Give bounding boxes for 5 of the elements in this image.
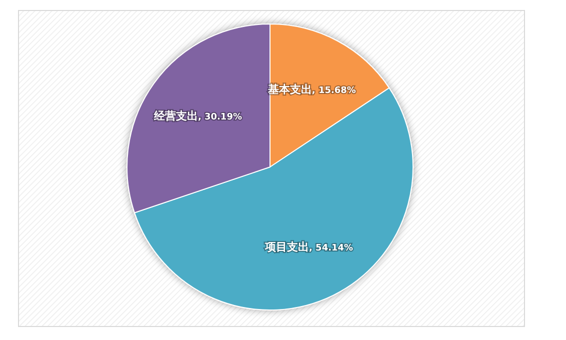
slice-label: 经营支出: [152, 109, 198, 122]
data-label: , 54.14%: [309, 244, 354, 254]
data-label: , 15.68%: [312, 86, 356, 96]
slice-label: 项目支出: [264, 240, 310, 254]
data-label: , 30.19%: [198, 112, 242, 122]
